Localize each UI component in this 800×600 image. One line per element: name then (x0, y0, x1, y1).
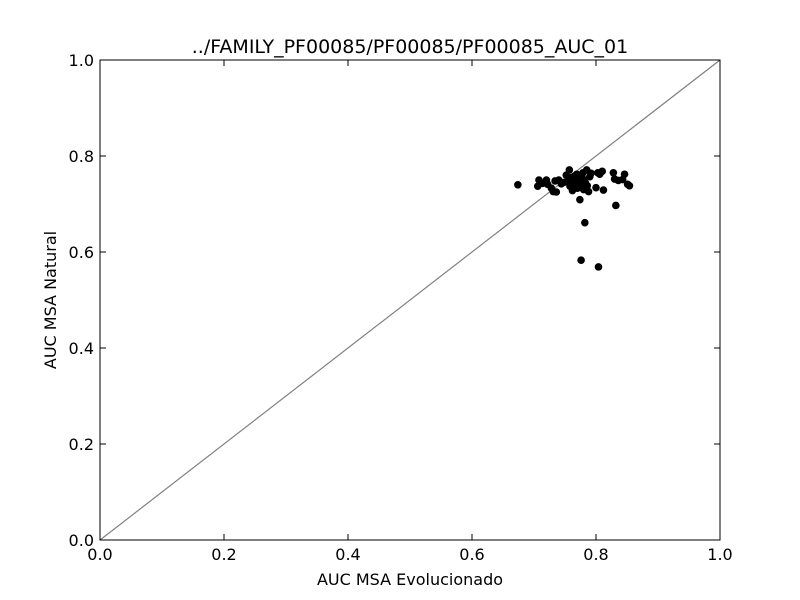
x-tick-label: 0.4 (335, 545, 360, 564)
data-point (625, 181, 634, 190)
data-point (594, 263, 603, 271)
data-point (514, 181, 522, 189)
chart-title: ../FAMILY_PF00085/PF00085/PF00085_AUC_01 (192, 36, 628, 58)
y-tick-label: 0.0 (69, 531, 94, 550)
plot-area (99, 59, 721, 541)
data-point (584, 187, 593, 196)
x-tick-label: 0.2 (211, 545, 236, 564)
data-point (609, 169, 618, 177)
y-tick-label: 0.2 (69, 435, 94, 454)
axes-frame (99, 59, 721, 541)
data-point (577, 256, 585, 264)
data-point (576, 195, 584, 204)
reference-line (99, 59, 721, 541)
data-point (592, 183, 600, 192)
y-axis-label: AUC MSA Natural (41, 231, 60, 369)
y-tick-label: 0.6 (69, 243, 94, 262)
data-point (620, 170, 629, 179)
data-point (599, 186, 608, 194)
y-tick-label: 1.0 (69, 51, 94, 70)
data-point (581, 218, 589, 227)
x-axis-label: AUC MSA Evolucionado (317, 570, 503, 589)
data-point (565, 166, 574, 174)
y-tick-label: 0.4 (69, 339, 94, 358)
y-tick-label: 0.8 (69, 147, 94, 166)
x-tick-label: 0.6 (459, 545, 484, 564)
data-point (587, 169, 595, 178)
x-tick-label: 0.0 (87, 545, 112, 564)
axis-ticks: 0.0 0.2 0.4 0.6 0.8 1.0 0.0 0.2 0.4 0.6 0.8 1.0 (69, 51, 733, 564)
x-tick-label: 1.0 (707, 545, 732, 564)
data-point (598, 167, 606, 176)
data-point (583, 181, 592, 190)
x-tick-label: 0.8 (583, 545, 608, 564)
data-point (552, 188, 561, 196)
data-point (612, 201, 620, 210)
